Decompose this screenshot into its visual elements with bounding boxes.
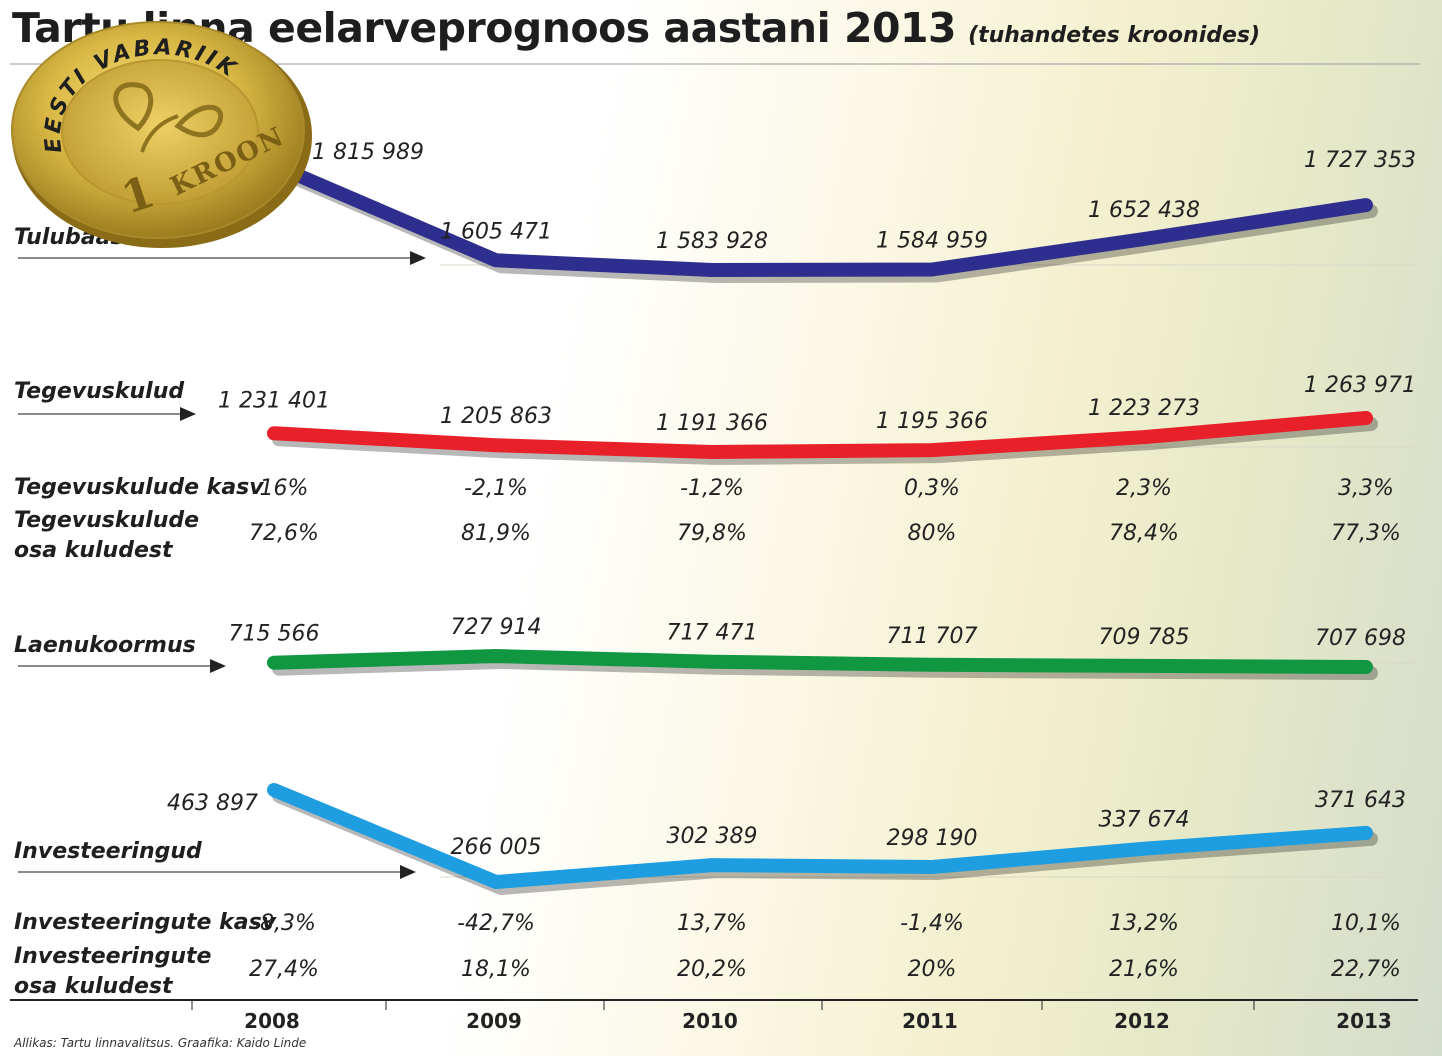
data-label: 1 195 366 (876, 409, 988, 434)
data-label: 1 815 989 (312, 140, 424, 165)
data-label: 463 897 (167, 791, 258, 816)
data-label: 1 223 273 (1088, 396, 1200, 421)
data-label: 715 566 (229, 622, 320, 647)
series-line-tegevuskulud (267, 411, 1373, 459)
series-arrow-head (400, 865, 416, 879)
series-line-investeeringud (267, 783, 1373, 889)
row-label: Tegevuskulude osa kuludest (14, 508, 199, 563)
data-label: 709 785 (1099, 625, 1190, 650)
row-value: 13,2% (1109, 911, 1179, 936)
series-layer (267, 158, 1378, 895)
row-value: 81,9% (461, 521, 531, 546)
row-value: 2,3% (1116, 476, 1172, 501)
data-label: 1 205 863 (440, 404, 552, 429)
row-value: 20,2% (677, 957, 747, 982)
row-value: 10,1% (1331, 911, 1401, 936)
series-arrow-head (180, 407, 196, 421)
row-value: 13,7% (677, 911, 747, 936)
x-tick-label: 2013 (1336, 1009, 1392, 1033)
row-value: 22,7% (1331, 957, 1401, 982)
data-label: 266 005 (451, 835, 542, 860)
series-line-tulubaas (267, 158, 1373, 277)
data-label: 1 727 353 (1304, 148, 1416, 173)
data-label: 707 698 (1315, 626, 1406, 651)
row-value: 72,6% (249, 521, 319, 546)
row-value: 0,3% (904, 476, 960, 501)
row-label: Tegevuskulude kasv (14, 475, 264, 500)
row-value: 80% (908, 521, 957, 546)
series-label: Laenukoormus (14, 633, 196, 658)
x-axis: 2008 2009 2010 2011 2012 2013 (10, 999, 1418, 1033)
row-value: 77,3% (1331, 521, 1401, 546)
series-line-laenukoormus (267, 649, 1373, 674)
row-value: -42,7% (457, 911, 535, 936)
row-value: 16% (260, 476, 309, 501)
data-label: 1 652 438 (1088, 198, 1200, 223)
series-label: Tegevuskulud (14, 379, 184, 404)
x-tick-label: 2011 (902, 1009, 958, 1033)
chart-unit: (tuhandetes kroonides) (968, 23, 1261, 48)
data-label: 711 707 (887, 624, 978, 649)
x-tick-label: 2010 (682, 1009, 738, 1033)
row-value: -1,2% (680, 476, 744, 501)
data-label: 727 914 (451, 615, 542, 640)
row-value: 78,4% (1109, 521, 1179, 546)
data-label: 1 605 471 (440, 219, 552, 244)
guide-lines (440, 264, 1415, 878)
source-note: Allikas: Tartu linnavalitsus. Graafika: … (13, 1036, 306, 1050)
row-value: 27,4% (249, 957, 319, 982)
series-label: Investeeringud (14, 839, 202, 864)
row-value: 21,6% (1109, 957, 1179, 982)
row-value: -2,1% (464, 476, 528, 501)
x-tick-label: 2009 (466, 1009, 522, 1033)
data-label: 1 263 971 (1304, 373, 1416, 398)
data-label: 1 584 959 (876, 229, 988, 254)
series-arrow-head (410, 251, 426, 265)
row-value: -8,3% (252, 911, 316, 936)
x-tick-label: 2008 (244, 1009, 300, 1033)
data-label: 717 471 (667, 621, 758, 646)
row-value: -1,4% (900, 911, 964, 936)
data-label: 298 190 (887, 826, 978, 851)
data-label: 1 583 928 (656, 229, 768, 254)
row-value: 20% (908, 957, 957, 982)
series-arrow-head (210, 659, 226, 673)
data-label: 1 231 401 (218, 388, 330, 413)
row-value: 18,1% (461, 957, 531, 982)
row-value: 79,8% (677, 521, 747, 546)
coin-image: EESTI VABARIIK 1 KROON (11, 21, 312, 248)
row-value: 3,3% (1338, 476, 1394, 501)
x-tick-label: 2012 (1114, 1009, 1170, 1033)
row-label: Investeeringute kasv (14, 910, 277, 935)
data-label: 337 674 (1099, 808, 1190, 833)
row-label: Investeeringute osa kuludest (14, 944, 212, 999)
data-label: 371 643 (1315, 788, 1406, 813)
data-label: 302 389 (667, 824, 758, 849)
data-label: 1 191 366 (656, 411, 768, 436)
